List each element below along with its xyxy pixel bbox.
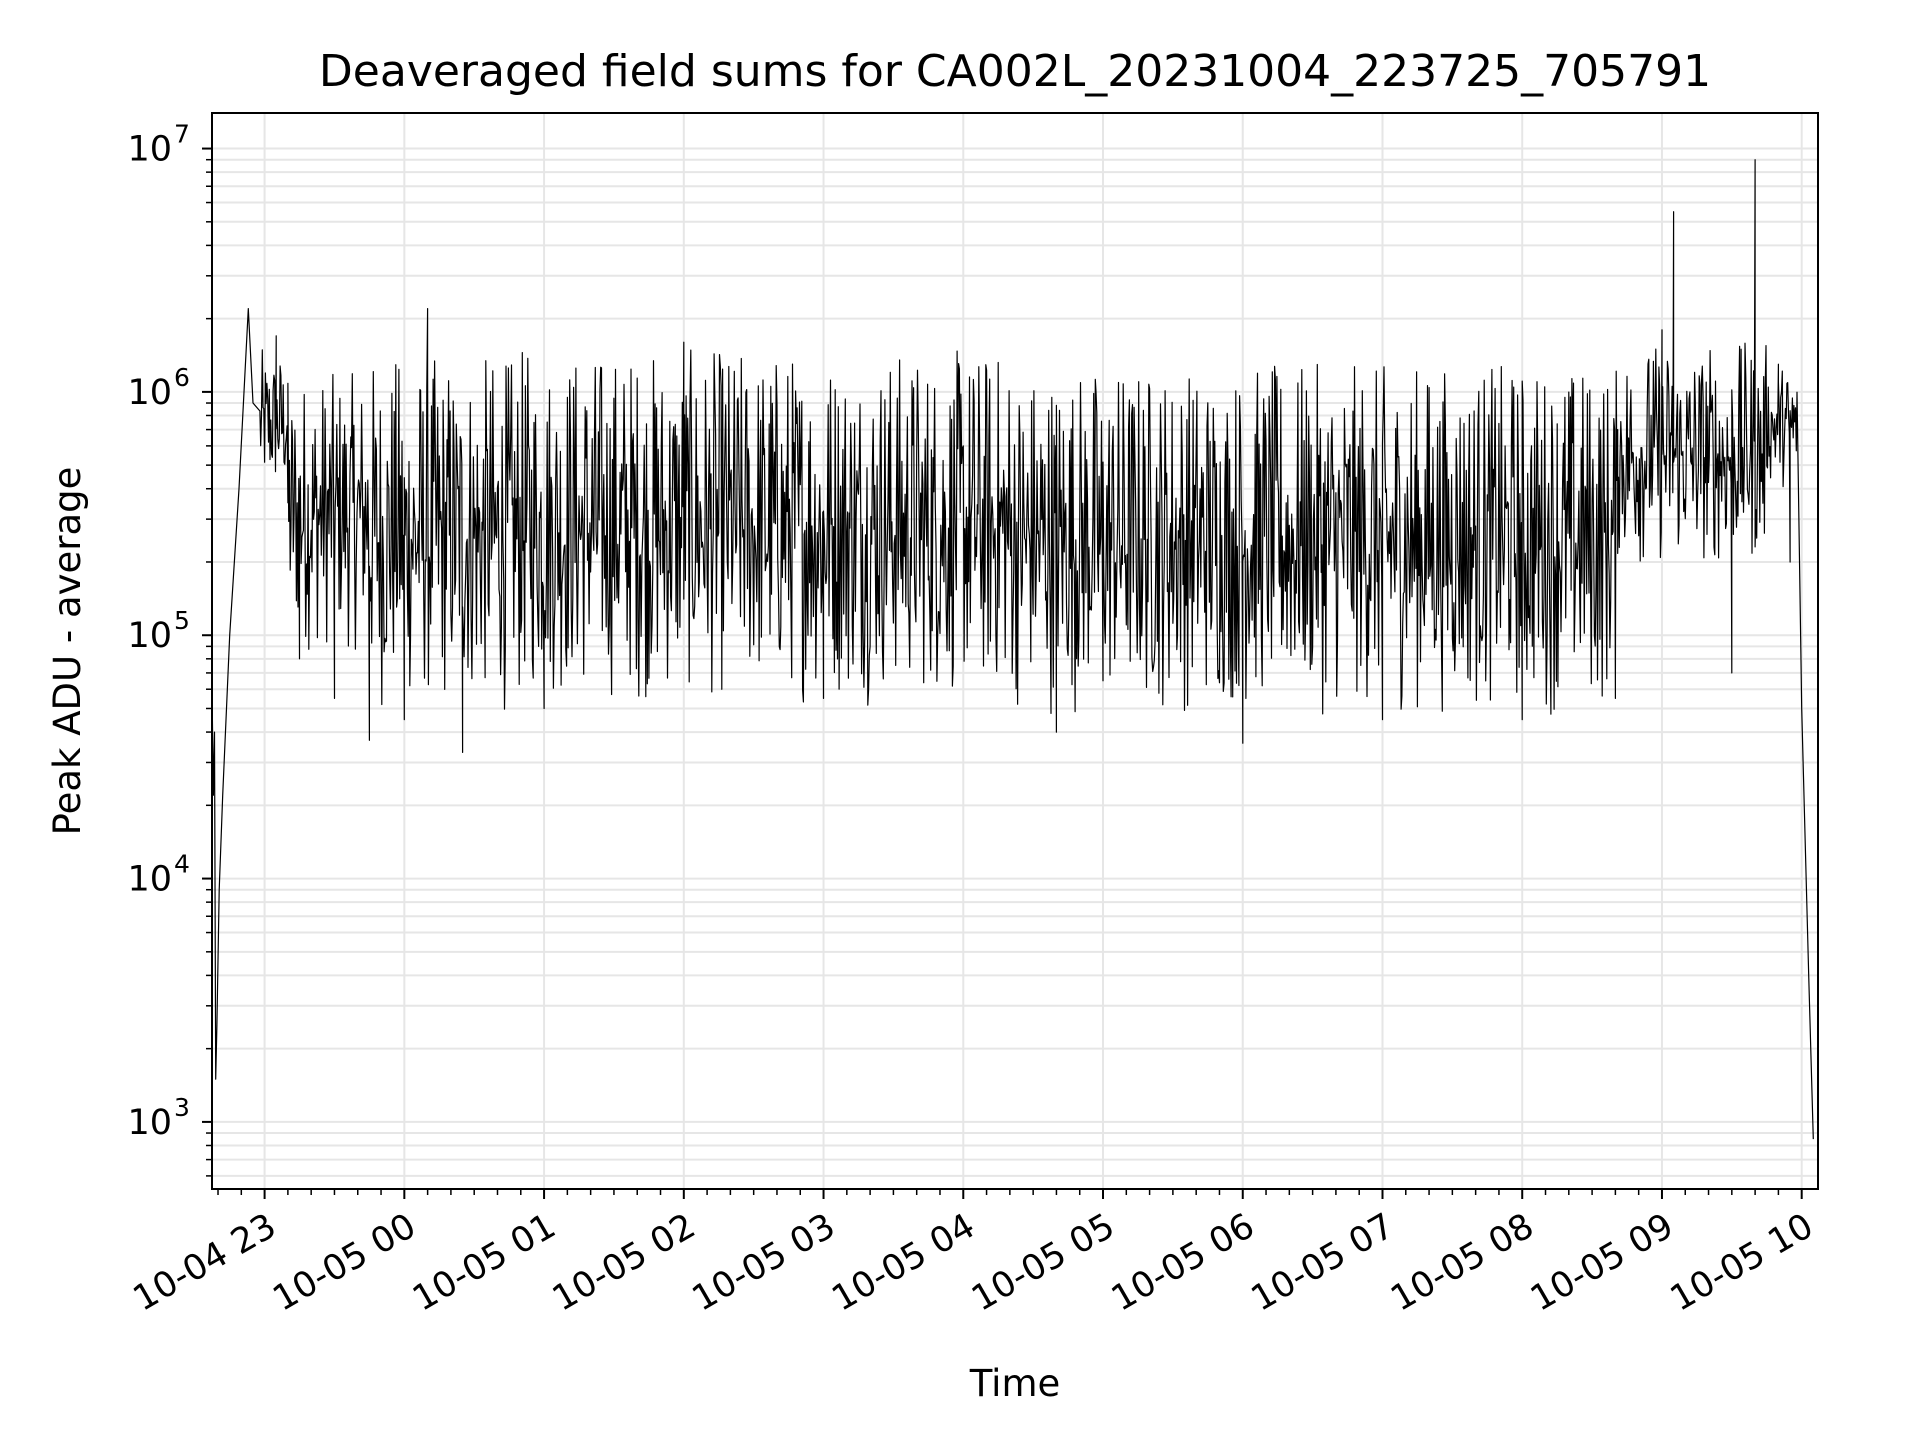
y-tick-label-exponent: 4 xyxy=(174,850,190,879)
y-tick-label-base: 10 xyxy=(127,130,172,170)
y-tick-label-exponent: 3 xyxy=(174,1093,190,1122)
series-line xyxy=(211,159,1814,1140)
y-tick-label-exponent: 6 xyxy=(174,363,190,392)
y-tick-label: 10 3 xyxy=(127,1093,189,1143)
y-tick-label: 10 6 xyxy=(127,363,189,413)
y-tick-label-base: 10 xyxy=(127,860,172,900)
plot-area xyxy=(212,113,1818,1189)
axes-frame xyxy=(211,112,1819,1190)
y-tick-label: 10 4 xyxy=(127,850,189,900)
y-tick-label-exponent: 7 xyxy=(174,120,190,149)
y-tick-label-base: 10 xyxy=(127,1103,172,1143)
y-tick-label: 10 7 xyxy=(127,120,189,170)
y-minor-ticks xyxy=(206,158,212,1177)
y-axis-label: Peak ADU - average xyxy=(46,467,89,836)
y-tick-label-base: 10 xyxy=(127,373,172,413)
y-tick-label: 10 5 xyxy=(127,606,189,656)
x-minor-ticks xyxy=(217,1189,1780,1195)
y-tick-label-exponent: 5 xyxy=(174,606,190,635)
y-tick-label-base: 10 xyxy=(127,616,172,656)
x-axis-label: Time xyxy=(969,1362,1061,1405)
chart-title: Deaveraged field sums for CA002L_2023100… xyxy=(319,46,1711,97)
